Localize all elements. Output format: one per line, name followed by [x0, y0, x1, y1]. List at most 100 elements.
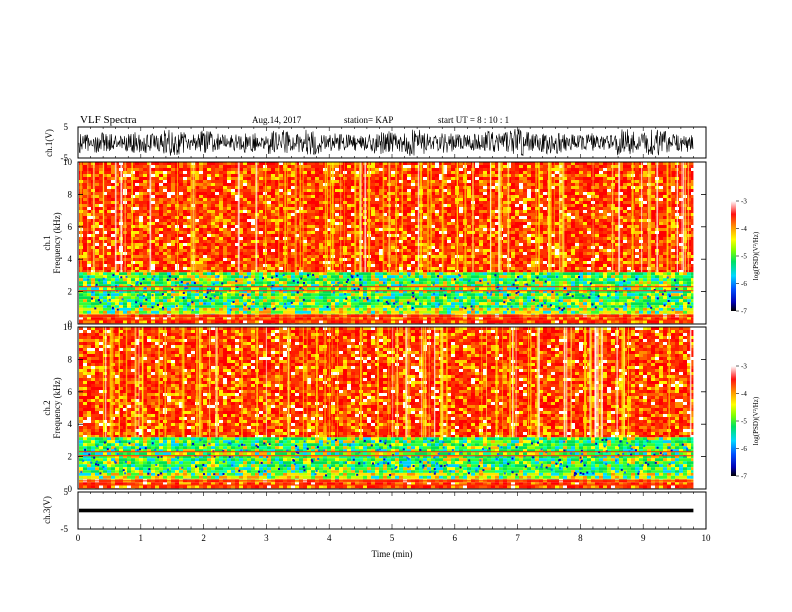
spectrogram-cell	[435, 201, 439, 204]
spectrogram-cell	[379, 174, 383, 177]
spectrogram-cell	[207, 272, 211, 276]
spectrogram-cell	[315, 183, 319, 186]
spectrogram-cell	[407, 284, 411, 288]
spectrogram-cell	[151, 162, 155, 165]
spectrogram-cell	[375, 168, 379, 171]
spectrogram-cell	[567, 171, 571, 174]
spectrogram-cell	[311, 307, 315, 311]
spectrogram-cell	[543, 168, 547, 171]
spectrogram-cell	[287, 177, 291, 180]
spectrogram-cell	[115, 275, 119, 279]
spectrogram-cell	[643, 177, 647, 180]
spectrogram-cell	[199, 307, 203, 311]
spectrogram-cell	[643, 299, 647, 303]
spectrogram-cell	[531, 192, 535, 195]
spectrogram-cell	[95, 192, 99, 195]
spectrogram-cell	[491, 192, 495, 195]
spectrogram-cell	[467, 305, 471, 308]
spectrogram-cell	[147, 162, 151, 165]
spectrogram-cell	[471, 317, 475, 321]
spectrogram-cell	[503, 189, 507, 192]
spectrogram-cell	[179, 284, 183, 288]
spectrogram-cell	[515, 171, 519, 174]
spectrogram-cell	[627, 174, 631, 177]
spectrogram-cell	[235, 183, 239, 186]
spectrogram-cell	[179, 310, 183, 314]
spectrogram-cell	[159, 302, 163, 306]
spectrogram-cell	[535, 317, 539, 321]
spectrogram-cell	[235, 186, 239, 189]
spectrogram-cell	[439, 275, 443, 279]
spectrogram-cell	[315, 180, 319, 183]
spectrogram-cell	[451, 183, 455, 186]
spectrogram-cell	[439, 290, 443, 294]
spectrogram-cell	[407, 192, 411, 195]
spectrogram-cell	[539, 281, 543, 285]
spectrogram-cell	[411, 313, 415, 315]
spectrogram-cell	[551, 307, 555, 311]
spectrogram-cell	[243, 192, 247, 195]
spectrogram-cell	[627, 192, 631, 195]
spectrogram-cell	[599, 168, 603, 171]
spectrogram-cell	[487, 275, 491, 279]
spectrogram-cell	[327, 281, 331, 285]
spectrogram-cell	[211, 296, 215, 300]
spectrogram-cell	[287, 310, 291, 314]
spectrogram-cell	[291, 290, 295, 294]
spectrogram-cell	[607, 305, 611, 308]
spectrogram-cell	[495, 317, 499, 321]
spectrogram-cell	[683, 317, 687, 321]
spectrogram-cell	[299, 302, 303, 306]
spectrogram-cell	[355, 192, 359, 195]
spectrogram-cell	[79, 307, 83, 311]
spectrogram-cell	[355, 284, 359, 288]
spectrogram-cell	[215, 275, 219, 279]
spectrogram-cell	[195, 171, 199, 174]
spectrogram-cell	[391, 320, 395, 324]
spectrogram-cell	[635, 195, 639, 198]
spectrogram-cell	[303, 189, 307, 192]
spectrogram-cell	[519, 305, 523, 308]
spectrogram-cell	[343, 189, 347, 192]
spectrogram-cell	[535, 307, 539, 311]
spectrogram-cell	[255, 307, 259, 311]
spectrogram-cell	[675, 305, 679, 308]
spectrogram-cell	[275, 186, 279, 189]
spectrogram-cell	[531, 290, 535, 294]
spectrogram-cell	[267, 189, 271, 192]
spectrogram-cell	[675, 284, 679, 288]
spectrogram-cell	[419, 290, 423, 294]
spectrogram-cell	[343, 177, 347, 180]
spectrogram-cell	[155, 293, 159, 297]
spectrogram-cell	[691, 281, 695, 285]
spectrogram-cell	[127, 302, 131, 306]
spectrogram-cell	[275, 302, 279, 306]
spectrogram-cell	[183, 293, 187, 297]
spectrogram-cell	[99, 177, 103, 180]
spectrogram-cell	[415, 290, 419, 294]
spectrogram-cell	[371, 305, 375, 308]
spectrogram-cell	[467, 165, 471, 168]
spectrogram-cell	[155, 189, 159, 192]
spectrogram-cell	[679, 307, 683, 311]
spectrogram-cell	[119, 302, 123, 306]
spectrogram-cell	[455, 320, 459, 324]
spectrogram-cell	[291, 310, 295, 314]
spectrogram-cell	[231, 317, 235, 321]
spectrogram-cell	[303, 284, 307, 288]
spectrogram-cell	[119, 293, 123, 297]
spectrogram-cell	[443, 186, 447, 189]
spectrogram-cell	[619, 278, 623, 282]
spectrogram-cell	[599, 302, 603, 306]
spectrogram-cell	[227, 293, 231, 297]
spectrogram-cell	[91, 305, 95, 308]
spectrogram-cell	[143, 299, 147, 303]
spectrogram-cell	[195, 281, 199, 285]
spectrogram-cell	[175, 171, 179, 174]
spectrogram-cell	[427, 165, 431, 168]
spectrogram-cell	[559, 162, 563, 165]
spectrogram-cell	[291, 174, 295, 177]
spectrogram-cell	[239, 272, 243, 276]
spectrogram-cell	[239, 290, 243, 294]
spectrogram-cell	[595, 287, 599, 291]
